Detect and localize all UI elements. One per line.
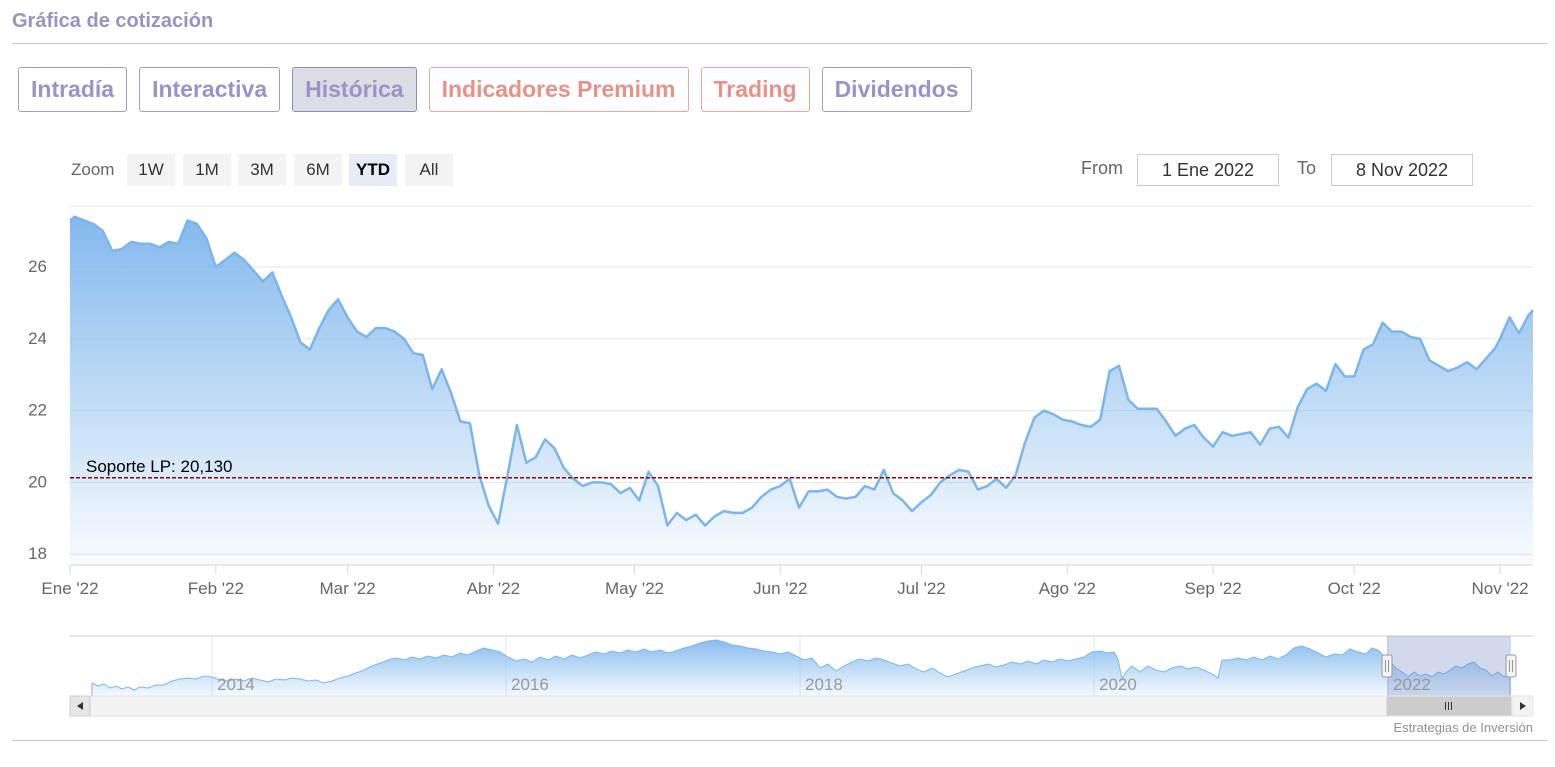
navigator-area (91, 639, 1511, 697)
nav-year-2016: 2016 (511, 675, 549, 694)
navigator-handle-right[interactable] (1505, 654, 1517, 678)
tab-trading[interactable]: Trading (700, 67, 810, 112)
y-tick-label: 24 (28, 329, 47, 348)
x-tick-label: Nov '22 (1472, 579, 1529, 598)
zoom-all-button[interactable]: All (405, 154, 453, 186)
x-axis-ticks: Ene '22 Feb '22 Mar '22 Abr '22 May '22 Jun '… (41, 565, 1529, 598)
x-tick-label: May '22 (605, 579, 664, 598)
title-divider (12, 43, 1548, 44)
chart-credits[interactable]: Estrategias de Inversión (1394, 720, 1533, 735)
nav-year-2018: 2018 (805, 675, 843, 694)
scrollbar-left-button[interactable] (69, 695, 91, 717)
scrollbar-right-button[interactable] (1512, 695, 1534, 717)
to-date-input[interactable] (1331, 154, 1473, 186)
from-label: From (1081, 158, 1123, 178)
x-tick-label: Mar '22 (319, 579, 375, 598)
zoom-ytd-button[interactable]: YTD (349, 154, 397, 186)
zoom-3m-button[interactable]: 3M (238, 154, 286, 186)
chart-tabs: Intradía Interactiva Histórica Indicador… (18, 67, 972, 112)
price-area (70, 216, 1533, 566)
y-tick-label: 22 (28, 401, 47, 420)
tab-historica[interactable]: Histórica (292, 67, 417, 112)
x-tick-label: Jun '22 (753, 579, 807, 598)
zoom-6m-button[interactable]: 6M (294, 154, 342, 186)
x-tick-label: Jul '22 (897, 579, 946, 598)
navigator-selection[interactable] (1387, 636, 1511, 696)
x-tick-label: Oct '22 (1328, 579, 1381, 598)
zoom-label: Zoom (71, 160, 115, 179)
arrow-right-icon (1520, 702, 1526, 710)
navigator-handle-left[interactable] (1381, 654, 1393, 678)
bottom-divider (12, 740, 1548, 741)
from-date-input[interactable] (1137, 154, 1279, 186)
x-tick-label: Feb '22 (188, 579, 244, 598)
x-tick-label: Abr '22 (467, 579, 520, 598)
y-tick-label: 20 (28, 472, 47, 491)
tab-dividendos[interactable]: Dividendos (821, 67, 972, 112)
x-tick-label: Sep '22 (1185, 579, 1242, 598)
support-label: Soporte LP: 20,130 (86, 457, 233, 476)
y-tick-label: 18 (28, 544, 47, 563)
tab-intradia[interactable]: Intradía (18, 67, 128, 112)
zoom-1w-button[interactable]: 1W (127, 154, 175, 186)
y-tick-label: 26 (28, 257, 47, 276)
nav-year-2020: 2020 (1099, 675, 1137, 694)
tab-indicadores-premium[interactable]: Indicadores Premium (428, 67, 689, 112)
scrollbar[interactable] (69, 695, 1534, 717)
navigator[interactable]: 2014 2016 2018 2020 2022 (70, 635, 1533, 697)
tab-interactiva[interactable]: Interactiva (139, 67, 281, 112)
price-line (69, 215, 1534, 527)
scrollbar-grip-icon (1445, 702, 1452, 710)
x-tick-label: Ene '22 (41, 579, 98, 598)
navigator-year-labels: 2014 2016 2018 2020 2022 (217, 675, 1431, 694)
x-tick-label: Ago '22 (1039, 579, 1096, 598)
nav-year-2014: 2014 (217, 675, 255, 694)
arrow-left-icon (77, 702, 83, 710)
section-title: Gráfica de cotización (12, 10, 214, 32)
to-label: To (1297, 158, 1317, 178)
y-axis-labels: 18 20 22 24 26 (28, 257, 47, 563)
nav-year-2022: 2022 (1393, 675, 1431, 694)
zoom-1m-button[interactable]: 1M (183, 154, 231, 186)
